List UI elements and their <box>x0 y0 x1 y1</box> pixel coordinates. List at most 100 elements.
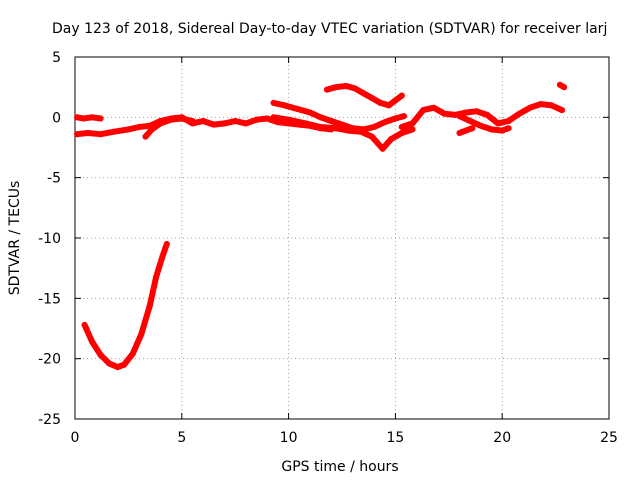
data-point <box>317 124 324 130</box>
data-point <box>97 352 104 358</box>
data-point <box>142 133 149 140</box>
data-point <box>264 115 271 122</box>
data-point <box>328 118 335 124</box>
data-point <box>499 127 506 134</box>
data-point <box>317 114 324 121</box>
y-tick-label: 5 <box>52 50 61 66</box>
data-point <box>129 350 136 357</box>
data-point <box>253 116 260 123</box>
x-tick-label: 10 <box>280 430 298 446</box>
data-point <box>281 102 288 109</box>
data-point <box>136 124 143 130</box>
y-tick-label: -20 <box>38 352 61 368</box>
data-point <box>125 126 132 133</box>
data-point <box>84 130 91 136</box>
data-point <box>178 115 185 122</box>
data-point <box>430 104 437 111</box>
data-point <box>462 109 469 116</box>
y-axis-title: SDTVAR / TECUs <box>7 181 23 296</box>
data-point <box>392 115 399 122</box>
data-point <box>74 114 81 121</box>
data-point <box>477 122 484 129</box>
data-point <box>121 361 128 368</box>
data-point <box>456 113 463 120</box>
data-point <box>561 84 568 91</box>
data-point <box>377 99 384 106</box>
series-late-a <box>398 101 565 130</box>
data-point <box>106 360 113 367</box>
data-point <box>381 119 388 126</box>
data-point <box>527 104 533 111</box>
data-point <box>74 131 81 138</box>
data-point <box>368 95 375 101</box>
data-point <box>157 120 164 127</box>
x-tick-label: 20 <box>493 430 511 446</box>
data-point <box>456 130 463 136</box>
ticks: 0 5 10 15 20 25 -25 -20 -15 -10 -5 0 5 <box>38 50 618 446</box>
data-point <box>200 118 207 124</box>
data-point <box>81 321 88 328</box>
series-early-high <box>74 114 104 122</box>
data-point <box>368 133 375 140</box>
y-tick-label: -25 <box>38 412 61 428</box>
data-point <box>494 120 501 127</box>
data-point <box>343 83 350 89</box>
data-point <box>80 115 87 122</box>
data-point <box>441 110 448 117</box>
data-point <box>360 126 367 133</box>
series-group <box>74 81 568 371</box>
data-point <box>548 102 555 109</box>
data-point <box>398 124 405 130</box>
data-point <box>505 125 512 132</box>
data-point <box>349 125 356 132</box>
data-point <box>398 92 405 99</box>
x-tick-label: 25 <box>600 430 618 446</box>
x-tick-label: 5 <box>177 430 186 446</box>
x-tick-label: 15 <box>386 430 404 446</box>
data-point <box>114 364 121 371</box>
x-tick-label: 0 <box>71 430 80 446</box>
data-point <box>469 125 476 132</box>
x-axis-title: GPS time / hours <box>281 459 398 475</box>
data-point <box>270 114 277 121</box>
data-point <box>285 116 292 123</box>
data-point <box>371 124 377 130</box>
data-point <box>537 101 544 108</box>
data-point <box>339 121 345 128</box>
data-point <box>332 125 339 132</box>
data-point <box>148 126 155 133</box>
data-point <box>386 102 392 109</box>
data-point <box>97 115 104 122</box>
data-point <box>146 302 153 309</box>
data-point <box>89 114 96 121</box>
data-point <box>168 116 175 123</box>
data-point <box>97 131 104 138</box>
data-point <box>163 241 170 247</box>
data-point <box>400 113 407 120</box>
data-point <box>210 121 217 128</box>
data-point <box>89 338 96 345</box>
data-point <box>307 109 313 116</box>
y-tick-label: -15 <box>38 291 61 307</box>
y-tick-label: -5 <box>47 171 61 187</box>
data-point <box>138 331 145 338</box>
data-point <box>270 99 277 106</box>
data-point <box>324 86 330 93</box>
data-point <box>232 118 239 124</box>
data-point <box>379 145 386 152</box>
y-tick-label: 0 <box>52 110 61 126</box>
data-point <box>392 97 399 104</box>
data-point <box>484 111 491 118</box>
data-point <box>302 120 309 127</box>
data-point <box>351 85 358 92</box>
data-point <box>467 118 474 124</box>
data-point <box>360 90 367 97</box>
data-point <box>159 253 166 260</box>
data-point <box>559 107 565 114</box>
data-point <box>398 130 405 136</box>
data-point <box>189 118 196 124</box>
data-point <box>153 273 160 280</box>
chart-title: Day 123 of 2018, Sidereal Day-to-day VTE… <box>52 21 607 37</box>
